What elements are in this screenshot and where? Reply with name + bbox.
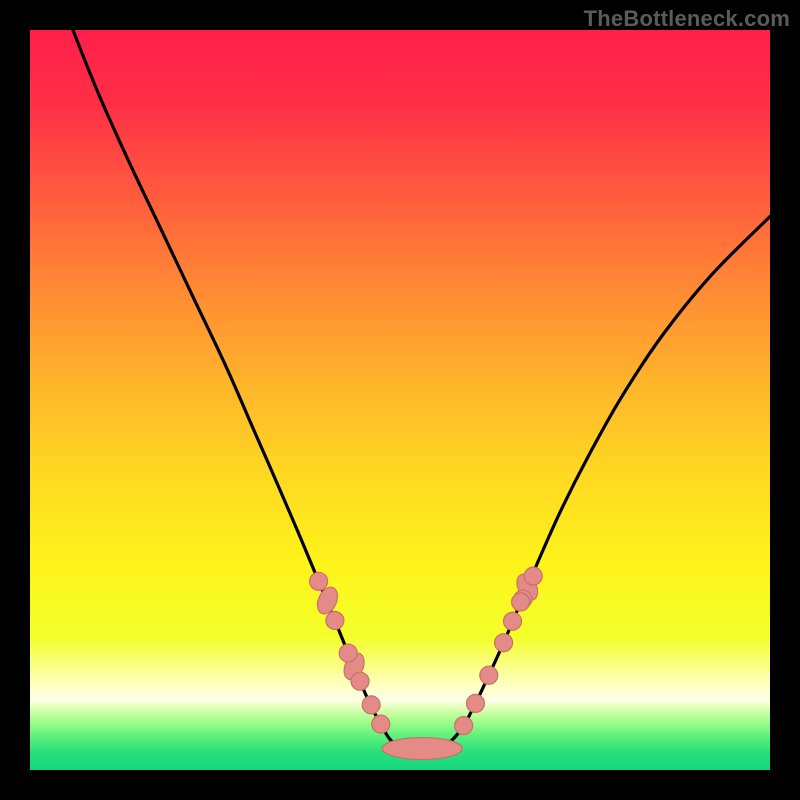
data-marker [466, 694, 484, 712]
gradient-background [30, 30, 770, 770]
data-marker [495, 634, 513, 652]
plot-area [30, 30, 770, 770]
data-marker [326, 612, 344, 630]
data-marker [455, 717, 473, 735]
data-marker [512, 593, 530, 611]
data-marker [382, 738, 462, 760]
watermark-text: TheBottleneck.com [584, 6, 790, 32]
chart-svg [30, 30, 770, 770]
chart-frame: TheBottleneck.com [0, 0, 800, 800]
data-marker [362, 696, 380, 714]
data-marker [372, 715, 390, 733]
data-marker [310, 572, 328, 590]
data-marker [503, 612, 521, 630]
data-marker [524, 567, 542, 585]
data-marker [480, 666, 498, 684]
data-marker [339, 644, 357, 662]
data-marker [351, 672, 369, 690]
